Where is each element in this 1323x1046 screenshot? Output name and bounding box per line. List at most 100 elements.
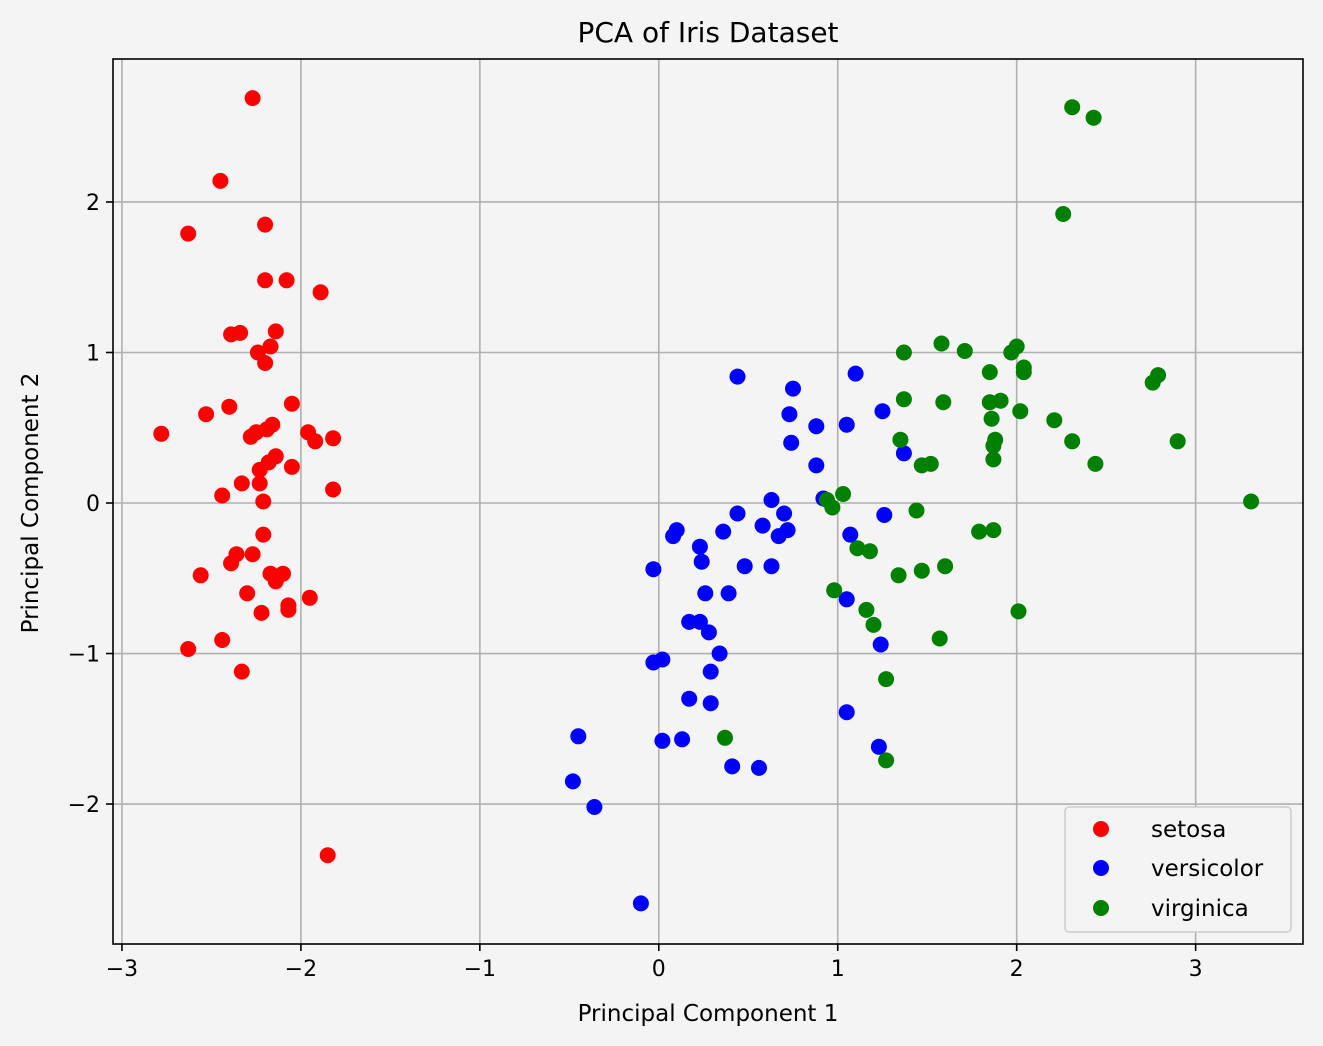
legend-label-versicolor: versicolor (1151, 856, 1264, 882)
chart-title: PCA of Iris Dataset (577, 16, 838, 49)
point-versicolor (847, 365, 864, 382)
point-setosa (257, 272, 274, 289)
point-versicolor (691, 613, 708, 630)
point-versicolor (729, 505, 746, 522)
point-setosa (223, 555, 240, 572)
legend-marker-versicolor (1093, 860, 1109, 876)
point-setosa (267, 573, 284, 590)
point-versicolor (838, 704, 855, 721)
legend: setosa versicolor virginica (1064, 806, 1292, 933)
point-virginica (1085, 109, 1102, 126)
point-versicolor (697, 585, 714, 602)
point-setosa (214, 632, 231, 648)
point-versicolor (838, 416, 855, 433)
point-virginica (937, 558, 954, 575)
point-setosa (244, 90, 261, 107)
point-setosa (301, 589, 318, 606)
point-versicolor (776, 505, 793, 522)
point-virginica (1169, 433, 1186, 450)
point-virginica (1010, 603, 1027, 620)
point-virginica (1064, 433, 1081, 450)
point-versicolor (872, 636, 889, 653)
point-virginica (985, 451, 1002, 468)
point-virginica (878, 671, 895, 688)
series-setosa (153, 90, 342, 864)
point-virginica (956, 343, 973, 359)
point-virginica (890, 567, 907, 584)
point-setosa (233, 663, 250, 680)
point-setosa (325, 430, 342, 447)
point-virginica (981, 364, 998, 381)
point-versicolor (808, 418, 825, 435)
point-virginica (849, 540, 866, 557)
point-virginica (892, 431, 909, 448)
point-versicolor (763, 558, 780, 575)
point-virginica (1015, 364, 1032, 381)
point-versicolor (654, 732, 671, 749)
point-versicolor (715, 523, 732, 540)
point-setosa (307, 433, 324, 450)
point-setosa (280, 601, 297, 618)
point-virginica (913, 562, 930, 579)
point-versicolor (763, 492, 780, 508)
x-tick-label: −1 (464, 957, 496, 982)
point-versicolor (691, 538, 708, 555)
point-virginica (895, 344, 912, 361)
point-virginica (1046, 412, 1063, 429)
point-setosa (232, 324, 249, 341)
y-axis-label: Principal Component 2 (18, 373, 44, 634)
legend-box (1064, 806, 1292, 933)
point-setosa (325, 481, 342, 498)
point-versicolor (895, 445, 912, 462)
point-virginica (933, 335, 950, 352)
point-setosa (221, 398, 238, 415)
point-versicolor (693, 553, 710, 570)
point-setosa (255, 526, 272, 543)
point-versicolor (876, 507, 893, 523)
point-virginica (878, 752, 895, 769)
plot-frame (112, 58, 1304, 945)
point-versicolor (711, 645, 728, 662)
y-tick-label: 2 (86, 191, 100, 216)
point-virginica (1003, 344, 1020, 361)
point-versicolor (720, 585, 737, 602)
point-versicolor (724, 758, 741, 775)
legend-label-setosa: setosa (1151, 817, 1226, 843)
point-versicolor (870, 738, 887, 755)
point-setosa (192, 567, 209, 584)
series-virginica (717, 99, 1260, 769)
point-versicolor (781, 406, 798, 423)
y-tick-label: −2 (68, 793, 100, 818)
legend-marker-setosa (1093, 821, 1109, 837)
point-virginica (985, 437, 1002, 454)
point-versicolor (564, 773, 581, 790)
point-setosa (255, 493, 272, 510)
point-setosa (278, 272, 295, 289)
point-versicolor (702, 663, 719, 680)
point-setosa (312, 284, 329, 301)
point-setosa (212, 172, 229, 189)
point-setosa (198, 406, 215, 423)
point-versicolor (681, 690, 698, 707)
point-setosa (319, 847, 336, 864)
point-setosa (253, 604, 270, 621)
x-tick-label: 3 (1189, 957, 1203, 982)
point-virginica (992, 392, 1009, 409)
point-versicolor (838, 591, 855, 608)
point-versicolor (702, 695, 719, 712)
point-versicolor (674, 731, 691, 748)
point-setosa (283, 458, 300, 475)
point-virginica (826, 582, 843, 599)
point-setosa (180, 225, 197, 242)
y-tick-label: 0 (86, 492, 100, 517)
y-tick-label: 1 (86, 341, 100, 366)
x-tick-label: 2 (1010, 957, 1024, 982)
data-points (153, 90, 1260, 912)
point-setosa (244, 546, 261, 563)
point-virginica (717, 729, 733, 746)
point-virginica (1243, 493, 1260, 510)
point-versicolor (751, 759, 767, 776)
point-virginica (983, 410, 1000, 427)
point-versicolor (700, 624, 717, 641)
point-virginica (895, 391, 912, 408)
